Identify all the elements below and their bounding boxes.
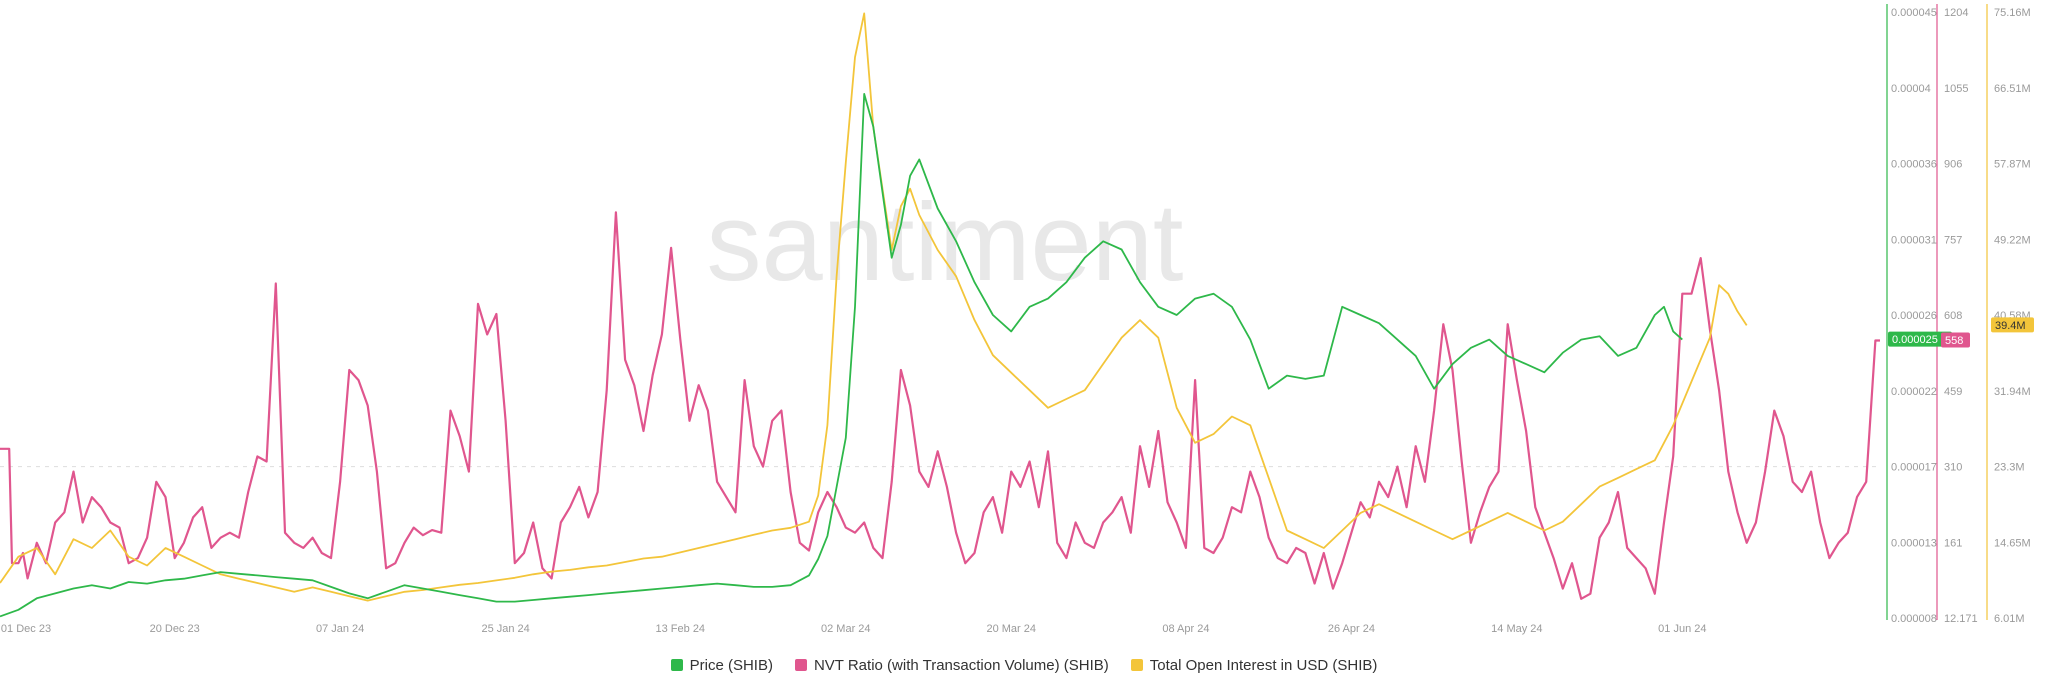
- legend-label-price: Price (SHIB): [689, 656, 773, 674]
- y-axes: 0.000008 0.000013 0.000017 0.000022 0.000026…: [1886, 4, 2031, 625]
- x-tick-label: 01 Dec 23: [1, 623, 51, 635]
- y-tick-label-nvt: 608: [1944, 310, 1962, 322]
- y-tick-label-oi: 57.87M: [1994, 159, 2031, 171]
- y-tick-label-oi: 49.22M: [1994, 234, 2031, 246]
- x-tick-label: 07 Jan 24: [316, 623, 364, 635]
- x-tick-label: 14 May 24: [1491, 623, 1542, 635]
- y-tick-label-oi: 31.94M: [1994, 386, 2031, 398]
- current-badge-oi: [1991, 317, 2034, 333]
- y-tick-label-oi: 66.51M: [1994, 83, 2031, 95]
- x-tick-label: 08 Apr 24: [1162, 623, 1209, 635]
- legend-swatch-oi: [1130, 659, 1143, 671]
- current-badge-text-nvt: 558: [1945, 335, 1963, 347]
- x-tick-label: 01 Jun 24: [1658, 623, 1706, 635]
- santiment-watermark: santiment: [707, 181, 1184, 304]
- legend-label-oi: Total Open Interest in USD (SHIB): [1149, 656, 1378, 674]
- x-tick-label: 25 Jan 24: [481, 623, 529, 635]
- x-tick-label: 13 Feb 24: [656, 623, 706, 635]
- series-line-price: [0, 93, 1683, 618]
- legend-swatch-price: [670, 659, 683, 671]
- y-tick-label-nvt: 310: [1944, 462, 1962, 474]
- y-tick-label-price: 0.00004: [1891, 83, 1931, 95]
- y-tick-label-nvt: 459: [1944, 386, 1962, 398]
- legend-item-price[interactable]: Price (SHIB): [670, 656, 773, 674]
- y-tick-label-oi: 14.65M: [1994, 537, 2031, 549]
- current-badge-price: [1888, 331, 1952, 347]
- x-axis: 01 Dec 23 20 Dec 23 07 Jan 24 25 Jan 24 13 F…: [1, 623, 1707, 635]
- y-tick-label-nvt: 906: [1944, 159, 1962, 171]
- series-line-oi: [0, 12, 1748, 602]
- series-lines: [0, 12, 1880, 618]
- current-badge-text-oi: 39.4M: [1995, 320, 2026, 332]
- y-tick-label-nvt: 161: [1944, 537, 1962, 549]
- y-tick-label-nvt: 1055: [1944, 83, 1968, 95]
- y-tick-label-oi: 6.01M: [1994, 613, 2025, 625]
- legend-swatch-nvt: [794, 659, 807, 671]
- x-tick-label: 20 Mar 24: [986, 623, 1036, 635]
- y-tick-label-price: 0.000045: [1891, 7, 1937, 19]
- y-tick-label-nvt: 757: [1944, 234, 1962, 246]
- y-tick-label-nvt: 1204: [1944, 7, 1968, 19]
- legend-item-nvt[interactable]: NVT Ratio (with Transaction Volume) (SHI…: [794, 656, 1109, 674]
- y-tick-label-price: 0.000017: [1891, 462, 1937, 474]
- y-tick-label-nvt: 12.171: [1944, 613, 1978, 625]
- y-tick-label-oi: 75.16M: [1994, 7, 2031, 19]
- current-value-badges: 0.000025 558 39.4M: [1888, 317, 2034, 348]
- x-tick-label: 26 Apr 24: [1328, 623, 1375, 635]
- y-tick-label-price: 0.000013: [1891, 537, 1937, 549]
- x-tick-label: 02 Mar 24: [821, 623, 871, 635]
- legend-item-oi[interactable]: Total Open Interest in USD (SHIB): [1130, 656, 1378, 674]
- y-tick-label-price: 0.000022: [1891, 386, 1937, 398]
- y-tick-label-price: 0.000026: [1891, 310, 1937, 322]
- y-tick-label-price: 0.000036: [1891, 159, 1937, 171]
- legend-label-nvt: NVT Ratio (with Transaction Volume) (SHI…: [813, 656, 1109, 674]
- current-badge-text-price: 0.000025: [1892, 334, 1938, 346]
- y-tick-label-oi: 23.3M: [1994, 462, 2025, 474]
- x-tick-label: 20 Dec 23: [150, 623, 200, 635]
- y-tick-label-price: 0.000031: [1891, 234, 1937, 246]
- series-line-nvt: [0, 211, 1880, 600]
- current-badge-nvt: [1941, 332, 1970, 348]
- y-tick-label-price: 0.000008: [1891, 613, 1937, 625]
- chart-legend: Price (SHIB) NVT Ratio (with Transaction…: [0, 650, 2048, 680]
- chart-canvas: santiment 0.0000080.0000130.0000170.0000…: [0, 4, 2034, 635]
